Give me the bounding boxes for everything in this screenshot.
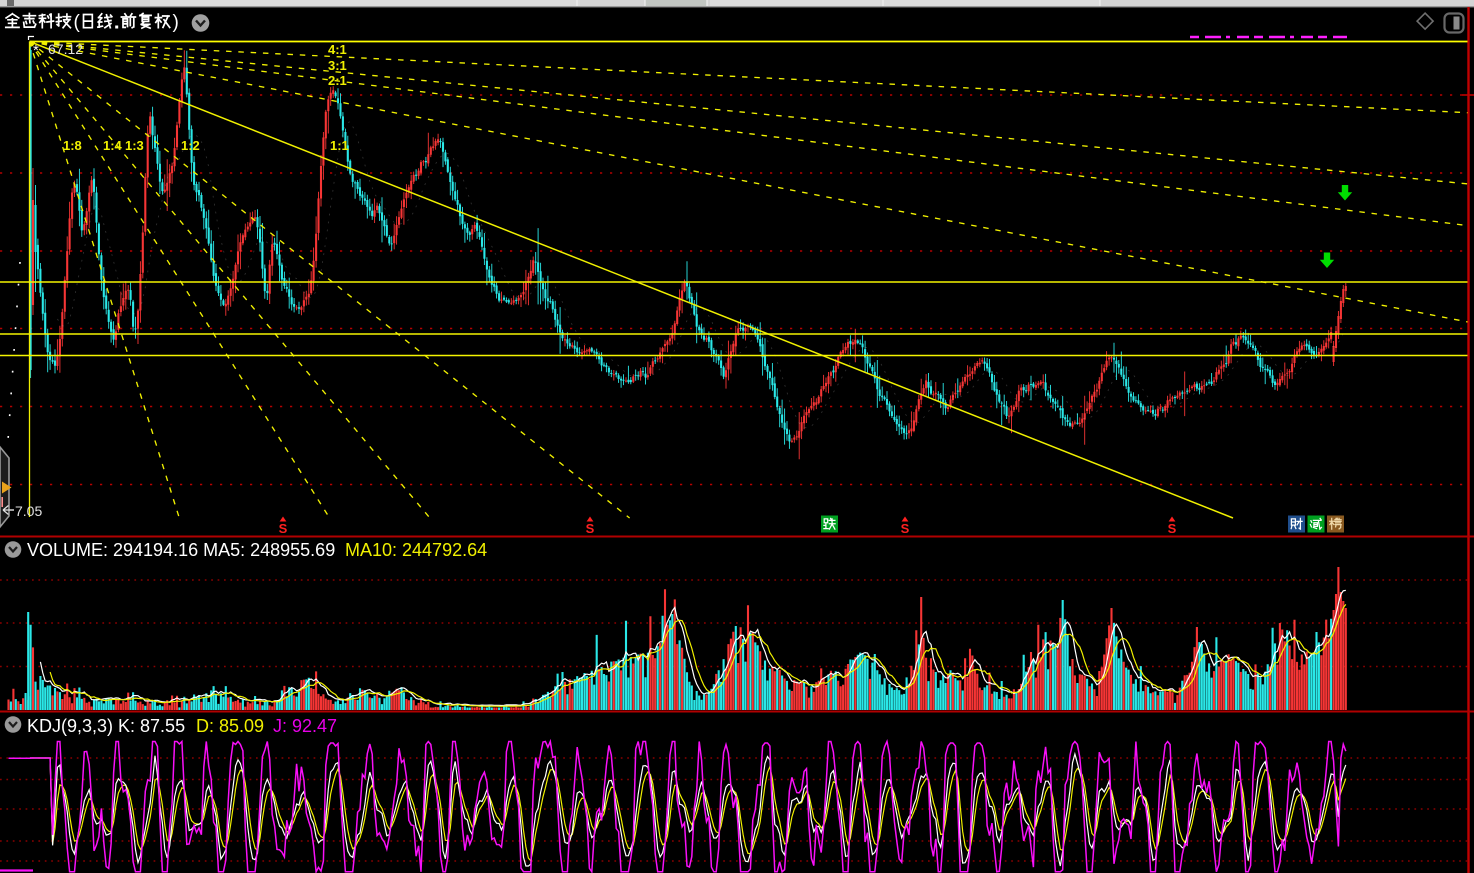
svg-text:J: 92.47: J: 92.47 (273, 716, 337, 736)
svg-text:S: S (1168, 521, 1177, 536)
svg-text:67.12: 67.12 (48, 41, 83, 57)
svg-text:*: * (33, 42, 39, 59)
svg-text:VOLUME: 294194.16 MA5: 248955: VOLUME: 294194.16 MA5: 248955.69 (27, 540, 335, 560)
svg-text:D: 85.09: D: 85.09 (196, 716, 264, 736)
svg-text:1:8: 1:8 (63, 138, 82, 153)
svg-text:S: S (586, 521, 595, 536)
svg-text:S: S (901, 521, 910, 536)
svg-text:1:1: 1:1 (330, 138, 349, 153)
svg-text:4:1: 4:1 (328, 42, 347, 57)
svg-text:3:1: 3:1 (328, 58, 347, 73)
svg-text:MA10: 244792.64: MA10: 244792.64 (345, 540, 487, 560)
svg-text:(: ( (74, 12, 81, 33)
svg-text:1:2: 1:2 (181, 138, 200, 153)
svg-text:S: S (279, 521, 288, 536)
svg-text:): ) (173, 12, 179, 33)
svg-text:KDJ(9,3,3) K: 87.55: KDJ(9,3,3) K: 87.55 (27, 716, 185, 736)
svg-text:1:3: 1:3 (125, 138, 144, 153)
svg-text:2:1: 2:1 (328, 73, 347, 88)
svg-text:1:4: 1:4 (103, 138, 123, 153)
svg-text:7.05: 7.05 (15, 503, 42, 519)
